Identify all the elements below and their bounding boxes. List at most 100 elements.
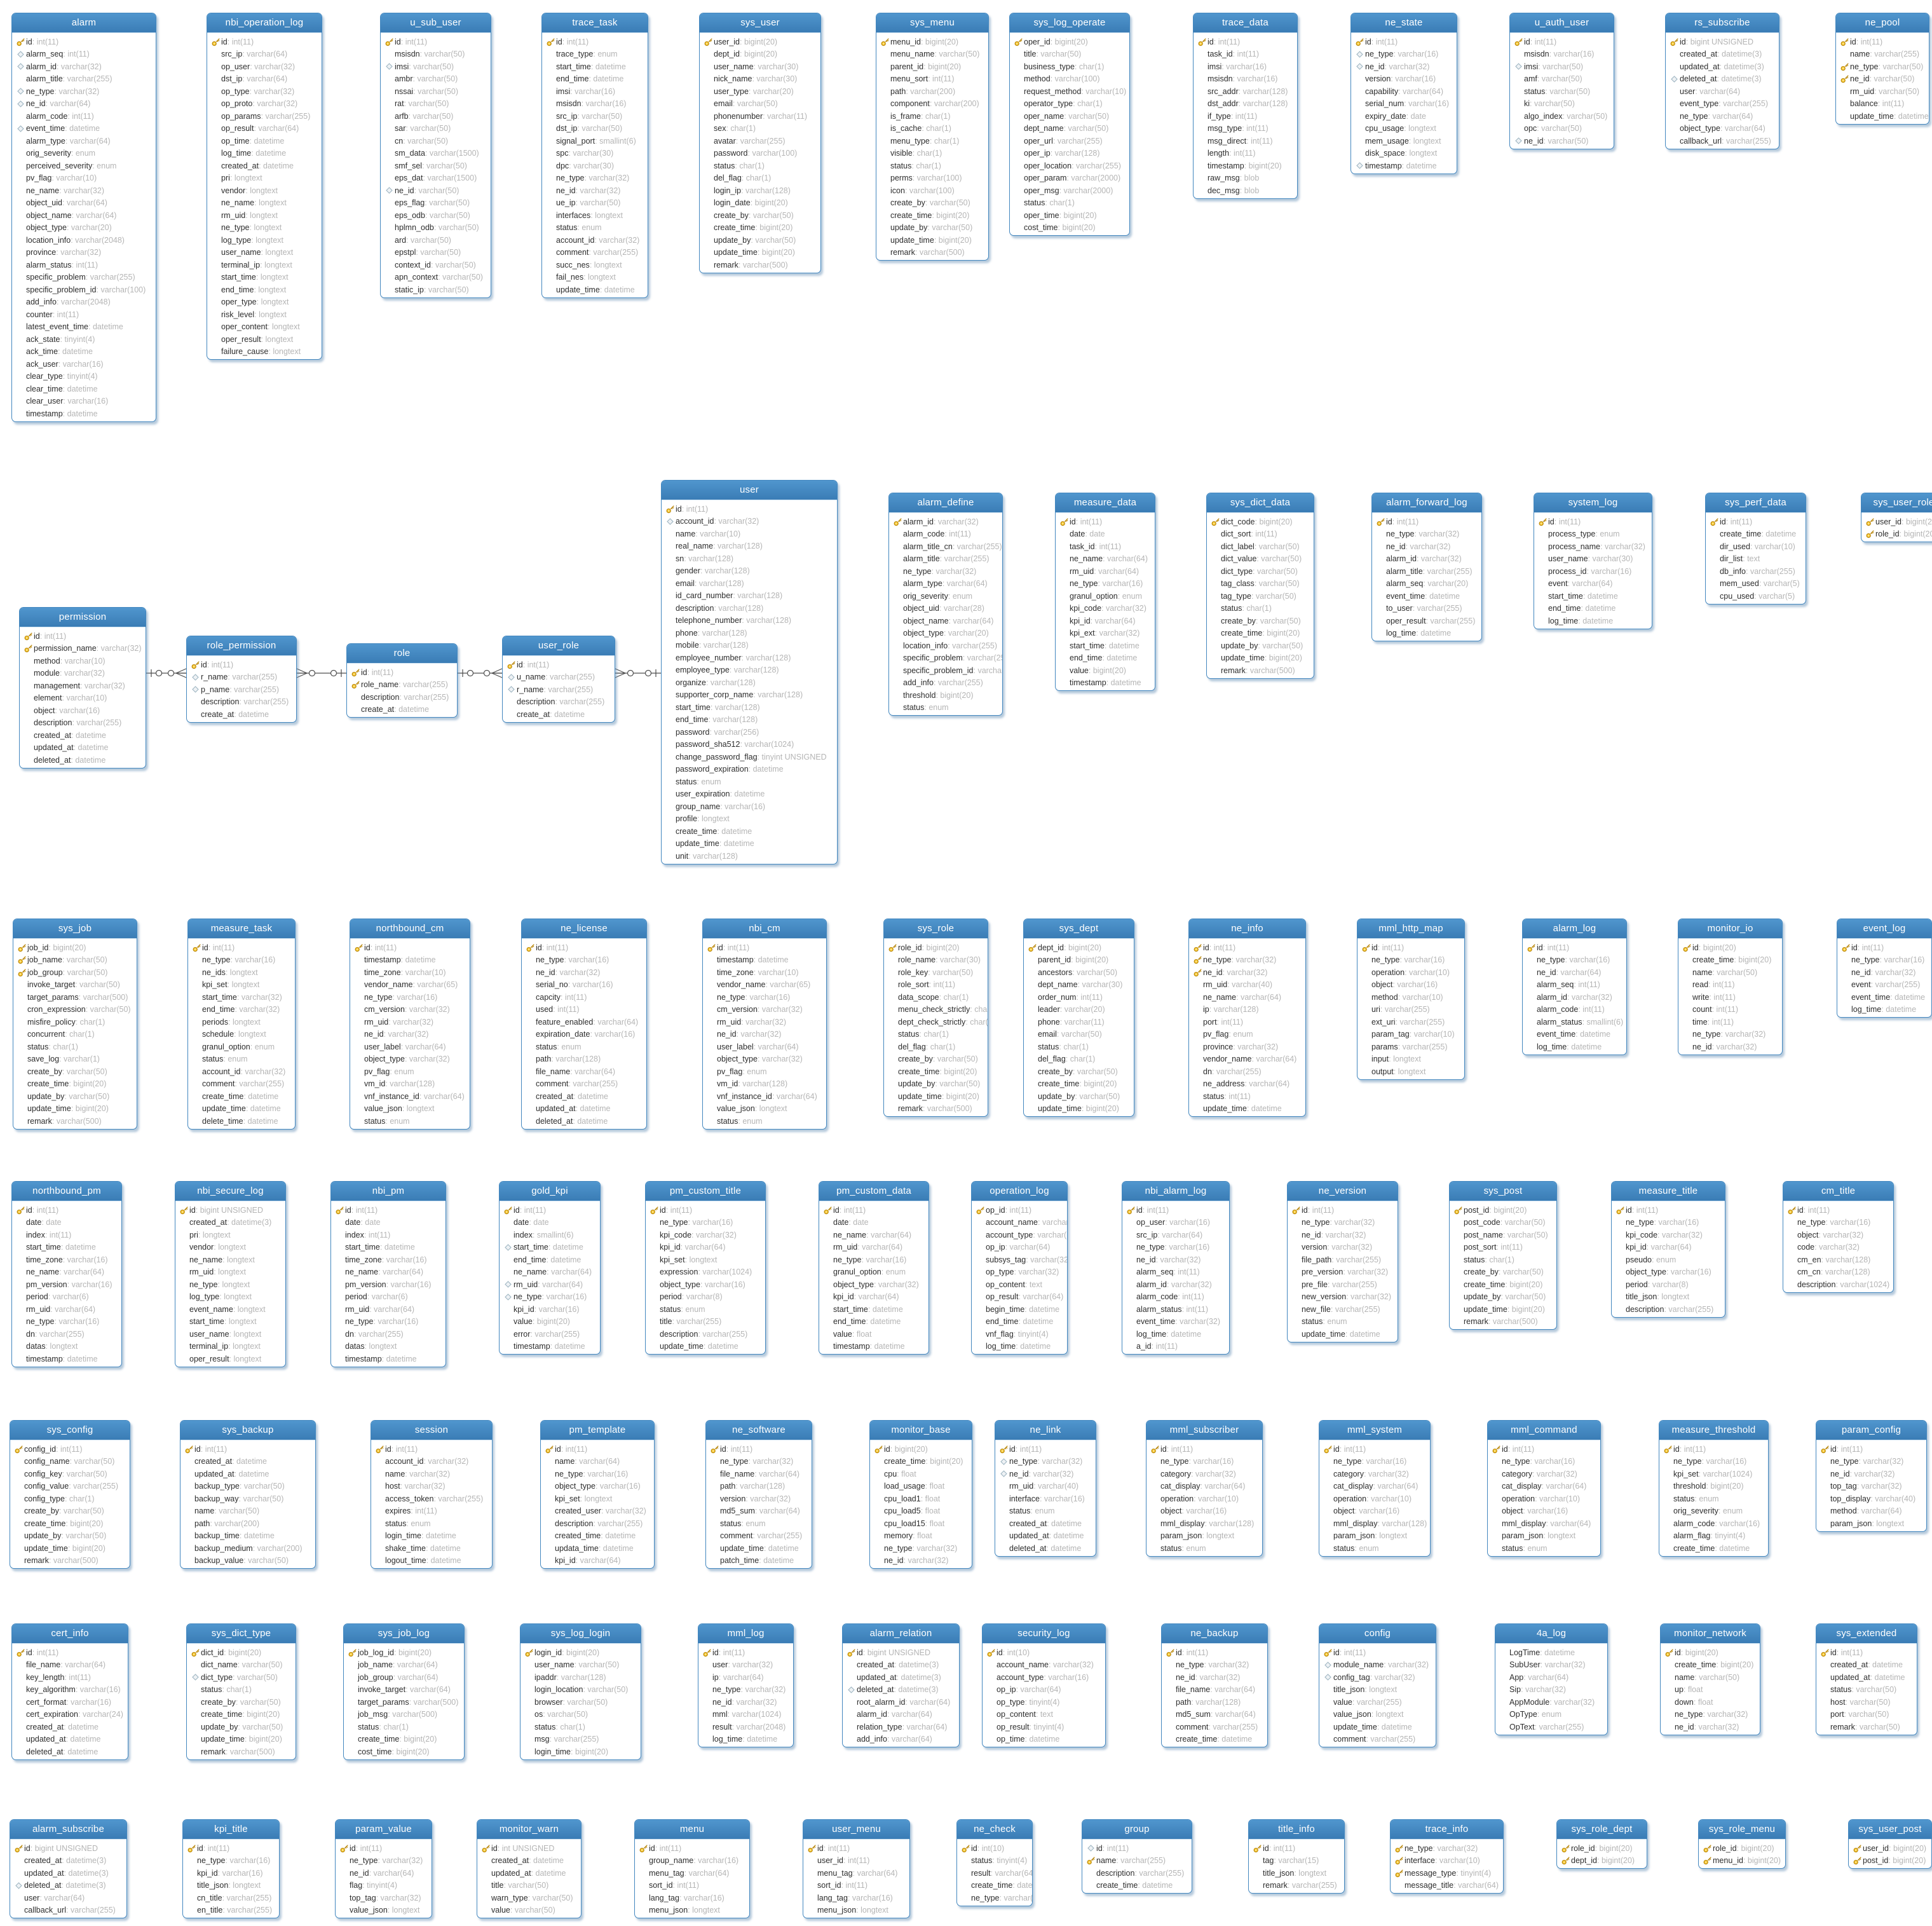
field-row[interactable]: ne_typevarchar(16) — [500, 1291, 600, 1304]
field-row[interactable]: memoryfloat — [870, 1530, 972, 1543]
field-row[interactable]: create_timebigint(20) — [13, 1078, 137, 1091]
field-row[interactable]: datedate — [1056, 528, 1155, 541]
field-row[interactable]: passwordvarchar(256) — [662, 726, 837, 739]
table-measure_task[interactable]: measure_taskidint(11)ne_typevarchar(16)n… — [187, 919, 296, 1130]
field-row[interactable]: granul_optionenum — [188, 1041, 295, 1053]
field-row[interactable]: deleted_atdatetime — [20, 754, 146, 767]
field-row[interactable]: op_ipvarchar(64) — [972, 1241, 1067, 1254]
field-row[interactable]: created_atdatetime — [522, 1090, 646, 1103]
field-row[interactable]: cm_envarchar(128) — [1783, 1253, 1893, 1266]
field-row[interactable]: idint(11) — [381, 36, 491, 48]
field-row[interactable]: descriptionvarchar(255) — [503, 696, 615, 709]
field-row[interactable]: titlevarchar(255) — [646, 1316, 765, 1328]
field-row[interactable]: location_infovarchar(255) — [889, 639, 1002, 652]
table-u_auth_user[interactable]: u_auth_useridint(11)msisdnvarchar(16)ims… — [1509, 13, 1614, 149]
field-row[interactable]: tag_typevarchar(50) — [1207, 590, 1314, 603]
field-row[interactable]: pm_versionvarchar(16) — [331, 1278, 446, 1291]
table-ne_state[interactable]: ne_stateidint(11)ne_typevarchar(16)ne_id… — [1350, 13, 1457, 174]
field-row[interactable]: misfire_policychar(1) — [13, 1016, 137, 1028]
field-row[interactable]: log_timedatetime — [1837, 1004, 1931, 1016]
field-row[interactable]: fail_neslongtext — [542, 271, 648, 284]
field-row[interactable]: dict_sortint(11) — [1207, 528, 1314, 541]
table-title[interactable]: ne_check — [957, 1820, 1032, 1840]
field-row[interactable]: login_ipvarchar(128) — [700, 184, 820, 197]
field-row[interactable]: event_timedatetime — [1523, 1028, 1626, 1041]
field-row[interactable]: deleted_atdatetime(3) — [10, 1880, 126, 1892]
field-row[interactable]: alarm_seqint(11) — [1523, 979, 1626, 992]
field-row[interactable]: ne_typevarchar(16) — [12, 1316, 121, 1328]
field-row[interactable]: statuschar(1) — [700, 160, 820, 172]
field-row[interactable]: statusenum — [350, 1115, 470, 1128]
field-row[interactable]: user_namevarchar(30) — [1534, 553, 1652, 566]
table-param_config[interactable]: param_configidint(11)ne_typevarchar(32)n… — [1816, 1420, 1927, 1532]
field-row[interactable]: statusenum — [542, 222, 648, 235]
field-row[interactable]: rm_uidvarchar(64) — [331, 1303, 446, 1316]
field-row[interactable]: ne_namevarchar(64) — [500, 1266, 600, 1279]
field-row[interactable]: ne_typelongtext — [175, 1278, 285, 1291]
field-row[interactable]: statusenum — [522, 1041, 646, 1053]
field-row[interactable]: ratvarchar(50) — [381, 98, 491, 111]
field-row[interactable]: alarm_titlevarchar(255) — [12, 73, 156, 86]
field-row[interactable]: alarm_typevarchar(64) — [889, 578, 1002, 591]
table-title[interactable]: 4a_log — [1495, 1624, 1607, 1644]
field-row[interactable]: serial_novarchar(16) — [522, 979, 646, 992]
table-title[interactable]: sys_config — [10, 1421, 130, 1440]
field-row[interactable]: create_timebigint(20) — [870, 1456, 972, 1468]
field-row[interactable]: lang_tagvarchar(16) — [635, 1892, 749, 1904]
field-row[interactable]: create_timebigint(20) — [1661, 1659, 1760, 1672]
field-row[interactable]: clear_typetinyint(4) — [12, 371, 156, 383]
field-row[interactable]: pv_flagenum — [1189, 1028, 1305, 1041]
field-row[interactable]: ack_timedatetime — [12, 346, 156, 359]
field-row[interactable]: rm_uidvarchar(64) — [819, 1241, 929, 1254]
field-row[interactable]: outputlongtext — [1357, 1065, 1464, 1078]
field-row[interactable]: message_titlevarchar(64) — [1391, 1880, 1503, 1892]
field-row[interactable]: op_contenttext — [972, 1278, 1067, 1291]
field-row[interactable]: time_zonevarchar(16) — [12, 1253, 121, 1266]
field-row[interactable]: update_timedatetime — [1288, 1328, 1398, 1341]
table-title_info[interactable]: title_infoidint(11)tagvarchar(15)title_j… — [1248, 1819, 1345, 1894]
field-row[interactable]: descriptionvarchar(1024) — [1783, 1278, 1893, 1291]
field-row[interactable]: business_typechar(1) — [1010, 60, 1129, 73]
field-row[interactable]: target_paramsvarchar(500) — [344, 1696, 464, 1709]
field-row[interactable]: pathvarchar(200) — [876, 85, 988, 98]
table-title[interactable]: group — [1082, 1820, 1192, 1840]
field-row[interactable]: oper_resultlongtext — [207, 333, 322, 346]
table-title[interactable]: ne_backup — [1162, 1624, 1267, 1644]
field-row[interactable]: ne_namevarchar(32) — [12, 184, 156, 197]
field-row[interactable]: config_tagvarchar(32) — [1319, 1671, 1436, 1684]
field-row[interactable]: md5_sumvarchar(64) — [706, 1505, 812, 1518]
field-row[interactable]: ne_idvarchar(64) — [336, 1867, 432, 1880]
field-row[interactable]: update_byvarchar(50) — [876, 222, 988, 235]
table-title[interactable]: mml_log — [698, 1624, 793, 1644]
table-config[interactable]: configidint(11)module_namevarchar(32)con… — [1319, 1623, 1436, 1747]
field-row[interactable]: end_timedatetime — [1534, 603, 1652, 615]
field-row[interactable]: kpi_idvarchar(64) — [541, 1555, 654, 1567]
field-row[interactable]: oper_ipvarchar(128) — [1010, 147, 1129, 160]
field-row[interactable]: serial_numvarchar(16) — [1351, 98, 1457, 111]
field-row[interactable]: disk_spacelongtext — [1351, 147, 1457, 160]
table-title[interactable]: sys_extended — [1816, 1624, 1917, 1644]
field-row[interactable]: login_idbigint(20) — [520, 1646, 641, 1659]
field-row[interactable]: idint(11) — [1706, 516, 1806, 528]
field-row[interactable]: vnf_instance_idvarchar(64) — [703, 1090, 826, 1103]
field-row[interactable]: signal_portsmallint(6) — [542, 135, 648, 147]
table-title[interactable]: sys_user — [700, 13, 820, 33]
table-user_role[interactable]: user_roleidint(11)u_namevarchar(255)r_na… — [502, 636, 615, 723]
table-title[interactable]: param_value — [336, 1820, 432, 1840]
field-row[interactable]: indexint(11) — [331, 1229, 446, 1241]
field-row[interactable]: dict_valuevarchar(50) — [1207, 553, 1314, 566]
table-title[interactable]: menu — [635, 1820, 749, 1840]
table-title[interactable]: sys_dict_type — [187, 1624, 296, 1644]
field-row[interactable]: ne_typevarchar(32) — [870, 1542, 972, 1555]
field-row[interactable]: mml_displayvarchar(128) — [1146, 1517, 1262, 1530]
field-row[interactable]: op_typetinyint(4) — [983, 1696, 1105, 1709]
field-row[interactable]: title_jsonlongtext — [1612, 1291, 1725, 1304]
field-row[interactable]: statuschar(1) — [520, 1721, 641, 1733]
field-row[interactable]: operator_typechar(1) — [1010, 98, 1129, 111]
field-row[interactable]: supporter_corp_namevarchar(128) — [662, 689, 837, 702]
field-row[interactable]: file_namevarchar(64) — [522, 1065, 646, 1078]
field-row[interactable]: dec_msgblob — [1194, 184, 1297, 197]
table-mml_log[interactable]: mml_logidint(11)uservarchar(32)ipvarchar… — [698, 1623, 794, 1747]
field-row[interactable]: idint(11) — [1319, 1646, 1436, 1659]
field-row[interactable]: backup_wayvarchar(50) — [180, 1492, 315, 1505]
